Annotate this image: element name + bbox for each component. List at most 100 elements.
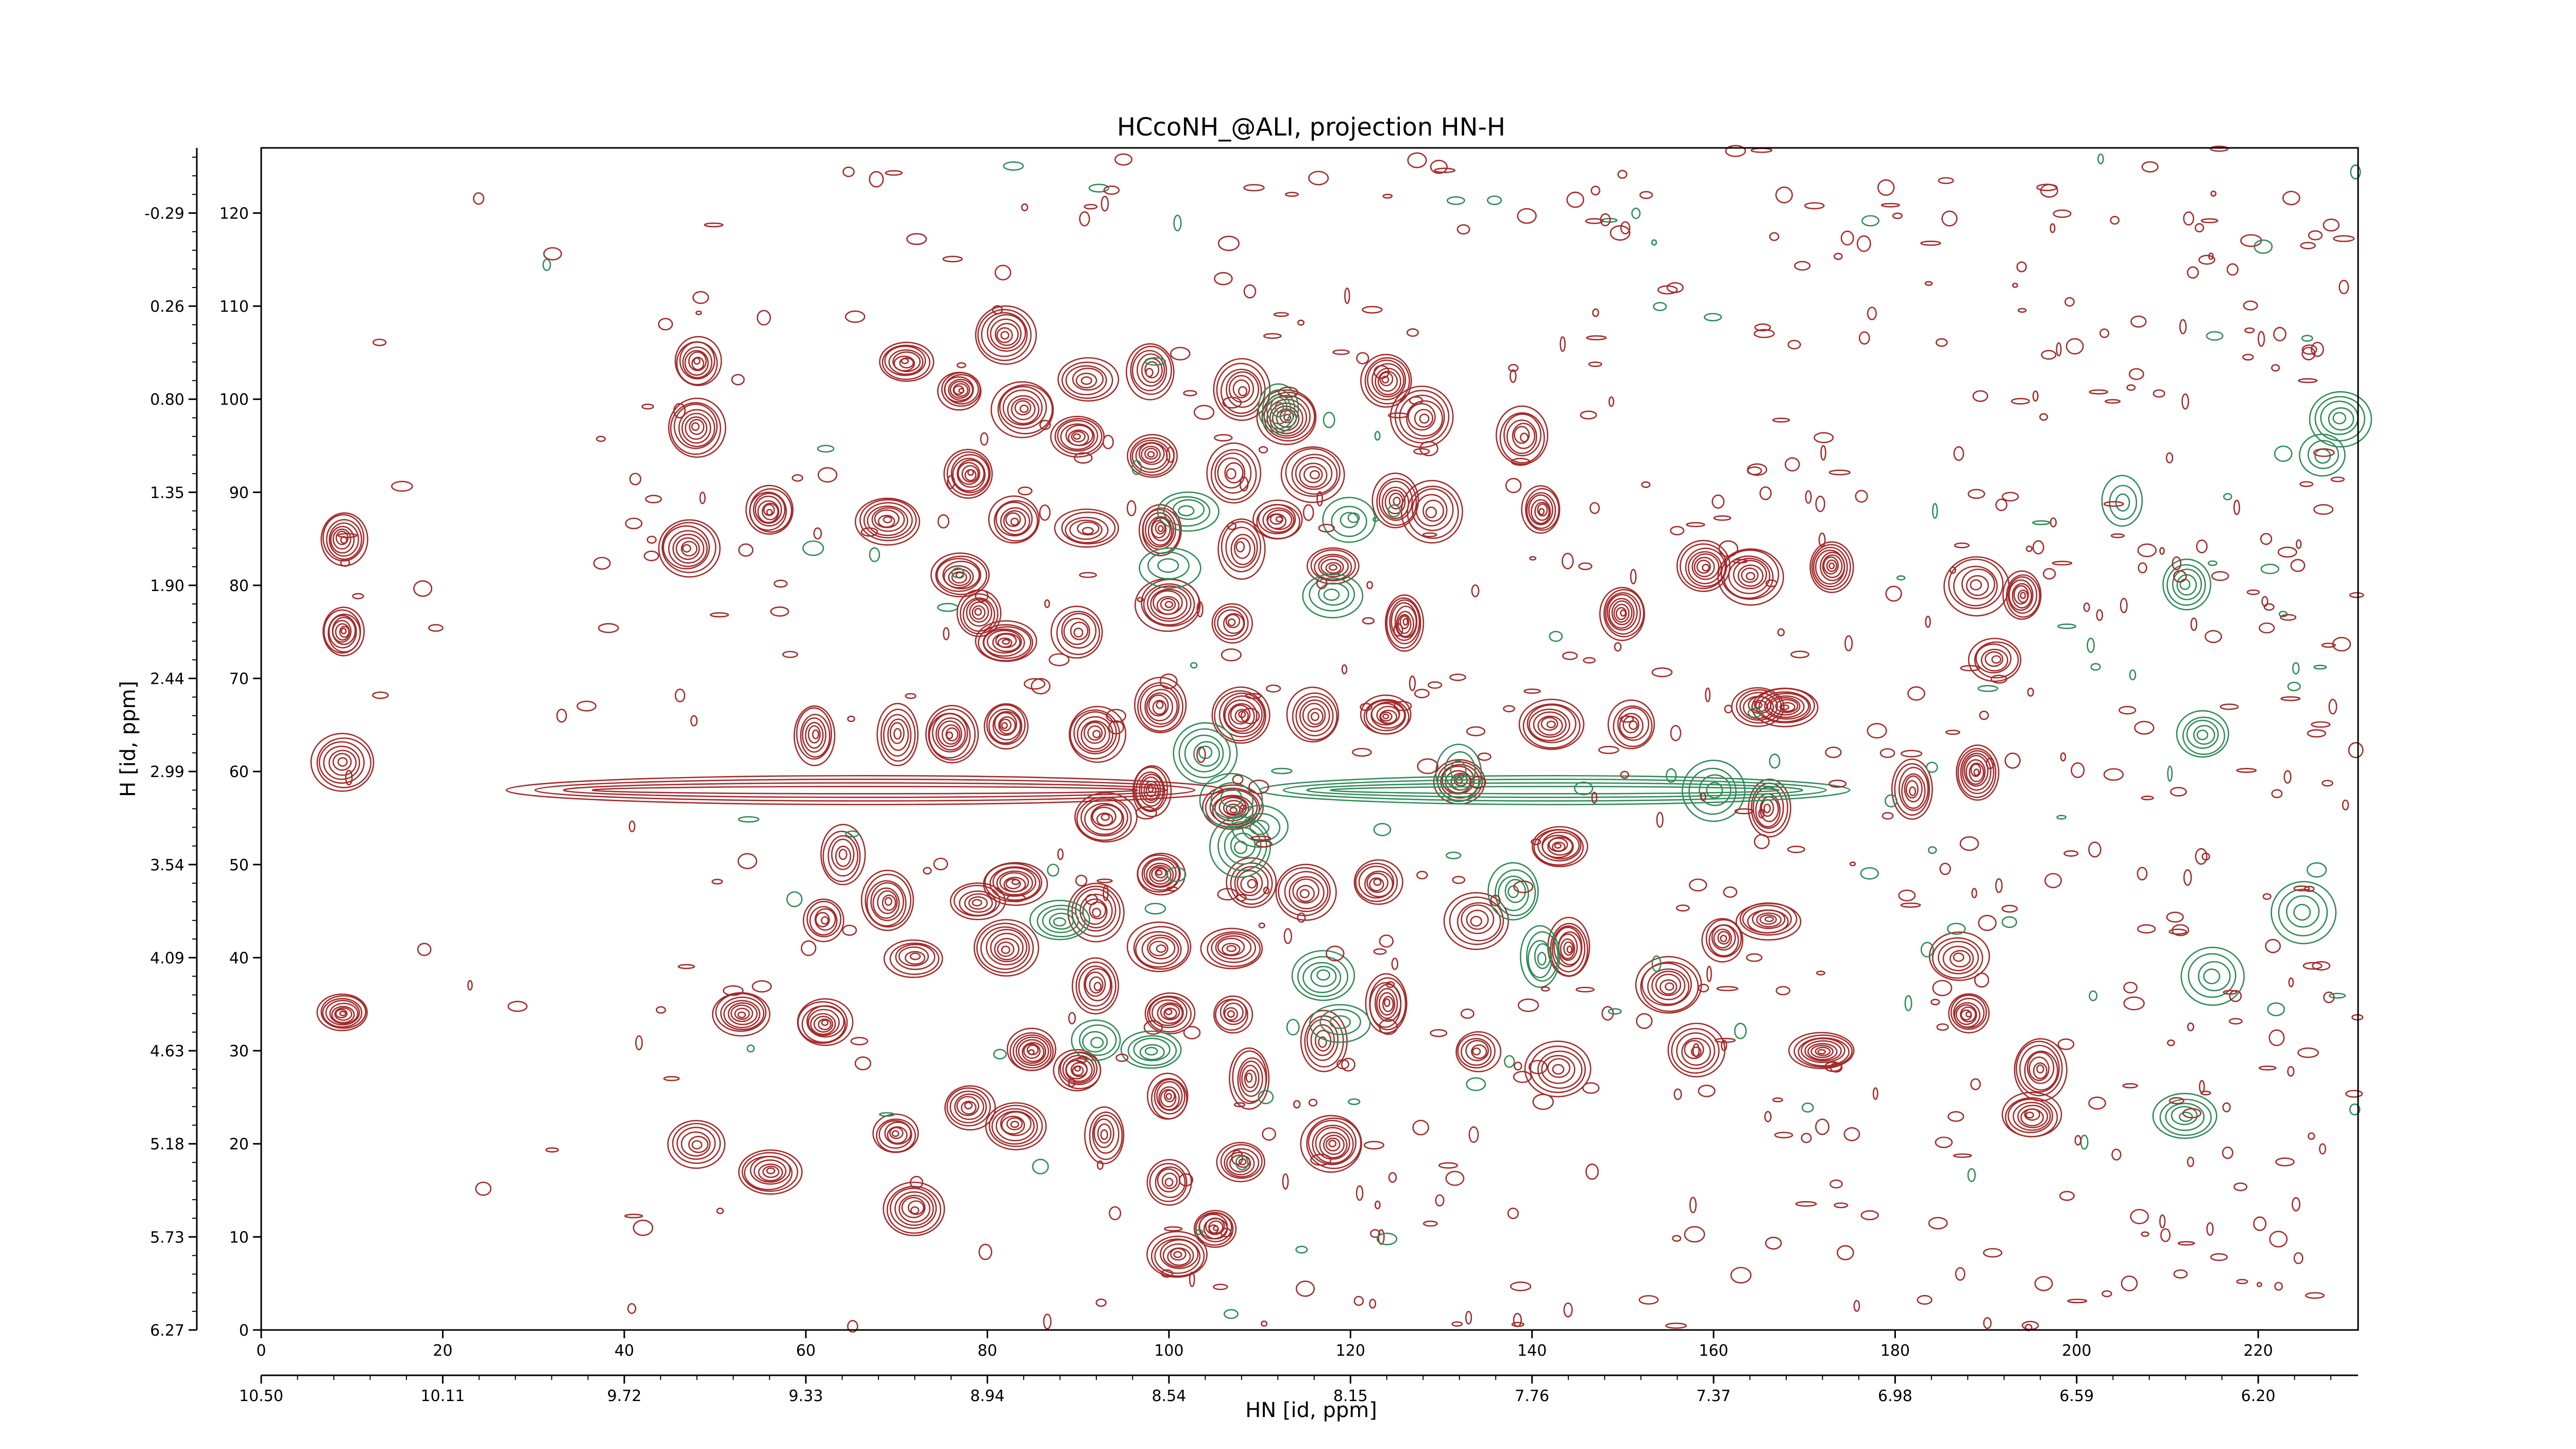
contour-noise [2099, 328, 2110, 339]
contour-peak-positive [889, 722, 905, 745]
contour-peak-positive [1075, 888, 1116, 932]
contour-noise [1879, 748, 1895, 759]
contour-noise [2300, 242, 2316, 249]
contour-peak-negative [2176, 574, 2197, 596]
contour-noise [1828, 469, 1851, 476]
contour-noise [467, 980, 473, 991]
contour-noise [1387, 412, 1409, 418]
contour-peak-positive [1376, 988, 1398, 1019]
contour-peak-positive [1001, 1116, 1025, 1135]
contour-noise [2274, 445, 2293, 462]
contour-peak-positive [1525, 488, 1560, 531]
contour-peak-positive [1018, 1039, 1046, 1064]
contour-peak-positive [1149, 1162, 1188, 1202]
contour-peak-positive [1315, 1127, 1350, 1160]
contour-peak-negative [2179, 1111, 2193, 1122]
contour-peak-positive [2012, 1102, 2051, 1131]
contour-peak-positive [1456, 902, 1501, 941]
contour-peak-positive [1089, 901, 1107, 920]
contour-peak-positive [1148, 694, 1169, 717]
contour-peak-positive [1299, 462, 1328, 488]
contour-peak-positive [1007, 395, 1040, 425]
contour-noise [1953, 1153, 1972, 1158]
contour-peak-positive [1247, 879, 1257, 889]
contour-ridge-negative [1282, 779, 1827, 802]
contour-noise [1670, 526, 1685, 535]
contour-peak-positive [1158, 525, 1164, 532]
contour-noise [1828, 779, 1847, 788]
contour-noise [1373, 948, 1387, 955]
contour-noise [2119, 705, 2137, 715]
contour-peak-positive [1950, 995, 1987, 1030]
contour-noise [992, 305, 1003, 315]
contour-noise [2172, 924, 2190, 936]
contour-peak-positive [1412, 488, 1454, 531]
contour-peak-positive [1355, 863, 1398, 902]
contour-peak-positive [1364, 870, 1394, 898]
contour-noise [1583, 657, 1596, 664]
contour-noise [1413, 448, 1430, 455]
contour-peak-negative [2165, 1103, 2205, 1131]
contour-peak-negative [1275, 401, 1284, 413]
contour-peak-positive [1074, 1066, 1081, 1072]
contour-noise [1772, 1097, 1783, 1103]
contour-noise [2271, 364, 2280, 372]
contour-noise [1907, 686, 1925, 701]
contour-peak-positive [990, 318, 1022, 349]
contour-peak-positive [1161, 1172, 1178, 1189]
contour-peak-positive [951, 454, 990, 494]
contour-noise [1407, 152, 1427, 169]
contour-noise [1917, 1295, 1933, 1305]
contour-noise [2321, 643, 2336, 648]
contour-peak-positive [972, 605, 986, 620]
contour-peak-positive [1160, 598, 1176, 611]
contour-noise [1018, 486, 1033, 496]
contour-noise [633, 1219, 653, 1236]
contour-noise [2233, 1182, 2248, 1191]
contour-peak-positive [1141, 934, 1179, 965]
contour-peak-positive [1227, 618, 1236, 627]
contour-peak-positive [328, 615, 357, 649]
contour-peak-negative [2180, 947, 2245, 1006]
contour-peak-positive [1943, 556, 2010, 617]
contour-peak-positive [815, 908, 836, 931]
contour-noise [542, 259, 551, 272]
contour-ridge-negative [1259, 775, 1851, 805]
contour-noise [2206, 331, 2224, 341]
contour-noise [1217, 235, 1240, 251]
contour-noise [1805, 490, 1812, 504]
contour-peak-positive [1406, 485, 1459, 539]
contour-peak-positive [1010, 517, 1019, 526]
contour-noise [1096, 879, 1113, 883]
contour-noise [1379, 1019, 1398, 1035]
contour-peak-positive [1213, 1225, 1219, 1232]
contour-noise [2172, 556, 2182, 570]
contour-noise [2016, 261, 2027, 273]
contour-noise [1725, 145, 1746, 157]
contour-peak-positive [1001, 946, 1011, 954]
contour-peak-positive [805, 721, 824, 749]
contour-noise [1856, 235, 1871, 252]
contour-noise [2011, 398, 2030, 405]
contour-peak-positive [320, 995, 366, 1029]
contour-noise [2303, 885, 2315, 892]
contour-peak-positive [997, 941, 1014, 957]
contour-noise [905, 693, 917, 699]
contour-noise [1673, 1088, 1682, 1100]
contour-peak-positive [1402, 618, 1409, 626]
contour-peak-positive [1531, 826, 1588, 867]
contour-noise [1445, 1171, 1465, 1186]
contour-peak-positive [1817, 1049, 1826, 1055]
contour-peak-positive [967, 469, 974, 476]
contour-noise [1529, 556, 1537, 561]
contour-noise [1213, 1284, 1228, 1290]
contour-peak-positive [877, 890, 898, 915]
contour-noise [1220, 1227, 1232, 1238]
contour-noise [2053, 209, 2072, 218]
contour-peak-positive [1954, 1002, 1980, 1028]
contour-peak-positive [1752, 909, 1786, 929]
contour-noise [2102, 1290, 2112, 1298]
contour-peak-positive [1325, 1137, 1341, 1152]
contour-peak-positive [761, 502, 779, 520]
contour-peak-positive [1093, 1118, 1114, 1149]
